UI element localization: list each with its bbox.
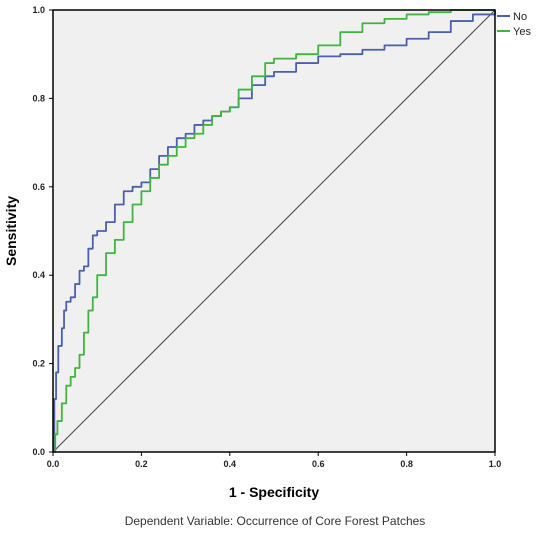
y-tick-label: 0.4 xyxy=(32,270,45,280)
legend-label-no: No xyxy=(513,11,527,23)
legend: No Yes xyxy=(497,11,531,38)
y-tick-label: 0.6 xyxy=(32,182,45,192)
roc-curve-yes xyxy=(53,9,495,453)
x-tick-label: 0.4 xyxy=(224,459,237,469)
x-tick-label: 0.2 xyxy=(135,459,148,469)
plot-frame xyxy=(52,9,496,453)
y-tick-label: 0.8 xyxy=(32,93,45,103)
y-tick-label: 1.0 xyxy=(32,5,45,15)
dependent-variable-caption: Dependent Variable: Occurrence of Core F… xyxy=(124,514,426,528)
x-tick-label: 1.0 xyxy=(489,459,502,469)
y-tick-label: 0.2 xyxy=(32,359,45,369)
y-axis-title: Sensitivity xyxy=(3,196,19,266)
x-tick-label: 0.8 xyxy=(400,459,413,469)
x-axis-title: 1 - Specificity xyxy=(229,484,319,500)
reference-diagonal-line xyxy=(52,9,496,453)
y-tick-label: 0.0 xyxy=(32,447,45,457)
x-tick-label: 0.0 xyxy=(47,459,60,469)
legend-label-yes: Yes xyxy=(513,26,531,38)
roc-curve-no xyxy=(53,10,496,453)
x-tick-label: 0.6 xyxy=(312,459,325,469)
